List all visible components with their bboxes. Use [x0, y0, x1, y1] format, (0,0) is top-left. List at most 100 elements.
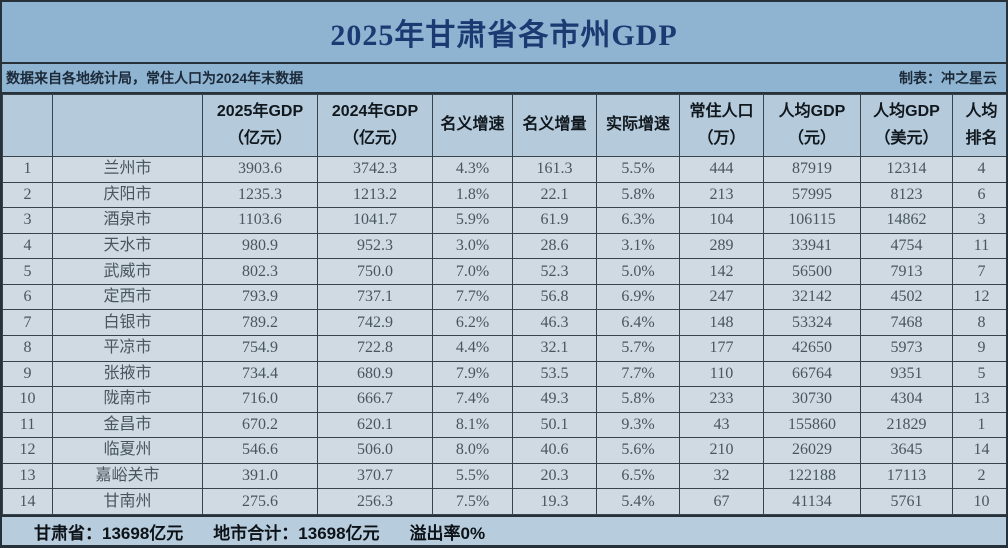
- table-cell: 6.9%: [596, 283, 680, 311]
- table-cell: 110: [679, 360, 764, 388]
- table-cell: 57995: [763, 181, 861, 209]
- table-cell: 6.4%: [596, 309, 680, 336]
- table-cell: 5.4%: [596, 488, 680, 515]
- table-cell: 10: [952, 488, 1006, 515]
- table-cell: 30730: [763, 386, 861, 413]
- table-cell: 952.3: [317, 232, 433, 260]
- table-cell: 7.4%: [432, 386, 513, 413]
- table-cell: 67: [679, 488, 764, 515]
- table-row: 8 平凉市 754.9 722.8 4.4% 32.1 5.7% 177 42650 5973 9: [2, 334, 1006, 362]
- column-header: [2, 94, 53, 157]
- table-cell: 白银市: [52, 309, 203, 336]
- table-row: 3 酒泉市 1103.6 1041.7 5.9% 61.9 6.3% 104 106115 148…: [2, 207, 1006, 234]
- table-cell: 87919: [763, 156, 861, 183]
- table-cell: 13: [2, 462, 53, 490]
- page-title: 2025年甘肃省各市州GDP: [330, 19, 678, 52]
- table-cell: 53324: [763, 309, 861, 336]
- table-cell: 213: [679, 181, 764, 209]
- table-cell: 1: [952, 411, 1006, 439]
- table-cell: 5973: [860, 334, 953, 362]
- table-cell: 10: [2, 386, 53, 413]
- table-cell: 5761: [860, 488, 953, 515]
- table-cell: 7: [952, 258, 1006, 285]
- province-total: 甘肃省：13698亿元: [34, 523, 184, 543]
- table-cell: 3: [952, 207, 1006, 234]
- table-cell: 33941: [763, 232, 861, 260]
- table-cell: 1041.7: [317, 207, 433, 234]
- table-cell: 12: [952, 283, 1006, 311]
- table-cell: 4502: [860, 283, 953, 311]
- table-cell: 5.6%: [596, 437, 680, 464]
- table-cell: 1235.3: [202, 181, 318, 209]
- table-header-row: 2025年GDP （亿元） 2024年GDP （亿元） 名义增速 名义增量 实际增速 常住…: [2, 94, 1006, 157]
- table-cell: 6.3%: [596, 207, 680, 234]
- table-cell: 9.3%: [596, 411, 680, 439]
- table-row: 10 陇南市 716.0 666.7 7.4% 49.3 5.8% 233 30730 4304 1…: [2, 386, 1006, 413]
- table-cell: 19.3: [512, 488, 597, 515]
- table-cell: 789.2: [202, 309, 318, 336]
- table-cell: 256.3: [317, 488, 433, 515]
- table-cell: 32: [679, 462, 764, 490]
- table-cell: 20.3: [512, 462, 597, 490]
- table-cell: 9351: [860, 360, 953, 388]
- table-cell: 17113: [860, 462, 953, 490]
- table-body: 1 兰州市 3903.6 3742.3 4.3% 161.3 5.5% 444 87919 123…: [2, 156, 1006, 515]
- table-cell: 1.8%: [432, 181, 513, 209]
- table-cell: 7.9%: [432, 360, 513, 388]
- subtitle-bar: 数据来自各地统计局，常住人口为2024年末数据 制表：冲之星云: [2, 64, 1006, 94]
- table-cell: 5.8%: [596, 386, 680, 413]
- table-cell: 61.9: [512, 207, 597, 234]
- column-header: 实际增速: [596, 94, 680, 157]
- table-cell: 506.0: [317, 437, 433, 464]
- table-cell: 4.3%: [432, 156, 513, 183]
- table-cell: 56.8: [512, 283, 597, 311]
- table-cell: 临夏州: [52, 437, 203, 464]
- table-cell: 1103.6: [202, 207, 318, 234]
- table-cell: 嘉峪关市: [52, 462, 203, 490]
- table-cell: 8: [2, 334, 53, 362]
- table-cell: 3.0%: [432, 232, 513, 260]
- table-cell: 620.1: [317, 411, 433, 439]
- data-source-note: 数据来自各地统计局，常住人口为2024年末数据: [6, 70, 304, 86]
- table-cell: 722.8: [317, 334, 433, 362]
- table-cell: 庆阳市: [52, 181, 203, 209]
- table-cell: 391.0: [202, 462, 318, 490]
- table-cell: 737.1: [317, 283, 433, 311]
- table-cell: 5.0%: [596, 258, 680, 285]
- table-cell: 7.5%: [432, 488, 513, 515]
- table-cell: 161.3: [512, 156, 597, 183]
- table-cell: 11: [2, 411, 53, 439]
- table-cell: 5.8%: [596, 181, 680, 209]
- spillover-rate: 溢出率0%: [409, 523, 486, 543]
- table-cell: 1213.2: [317, 181, 433, 209]
- table-row: 12 临夏州 546.6 506.0 8.0% 40.6 5.6% 210 26029 3645 1…: [2, 437, 1006, 464]
- table-cell: 4754: [860, 232, 953, 260]
- table-cell: 12314: [860, 156, 953, 183]
- table-cell: 7.7%: [432, 283, 513, 311]
- table-cell: 3903.6: [202, 156, 318, 183]
- table-cell: 13: [952, 386, 1006, 413]
- table-cell: 8.0%: [432, 437, 513, 464]
- table-cell: 3742.3: [317, 156, 433, 183]
- table-cell: 666.7: [317, 386, 433, 413]
- table-cell: 14: [2, 488, 53, 515]
- table-row: 2 庆阳市 1235.3 1213.2 1.8% 22.1 5.8% 213 57995 8123…: [2, 181, 1006, 209]
- table-cell: 66764: [763, 360, 861, 388]
- table-cell: 7.7%: [596, 360, 680, 388]
- table-cell: 1: [2, 156, 53, 183]
- table-cell: 5.7%: [596, 334, 680, 362]
- column-header: 名义增速: [432, 94, 513, 157]
- table-row: 1 兰州市 3903.6 3742.3 4.3% 161.3 5.5% 444 87919 123…: [2, 156, 1006, 183]
- table-cell: 742.9: [317, 309, 433, 336]
- table-cell: 定西市: [52, 283, 203, 311]
- table-cell: 6.5%: [596, 462, 680, 490]
- table-cell: 275.6: [202, 488, 318, 515]
- table-cell: 天水市: [52, 232, 203, 260]
- table-cell: 980.9: [202, 232, 318, 260]
- table-cell: 5: [2, 258, 53, 285]
- table-cell: 247: [679, 283, 764, 311]
- column-header: [52, 94, 203, 157]
- table-cell: 289: [679, 232, 764, 260]
- table-cell: 155860: [763, 411, 861, 439]
- table-cell: 21829: [860, 411, 953, 439]
